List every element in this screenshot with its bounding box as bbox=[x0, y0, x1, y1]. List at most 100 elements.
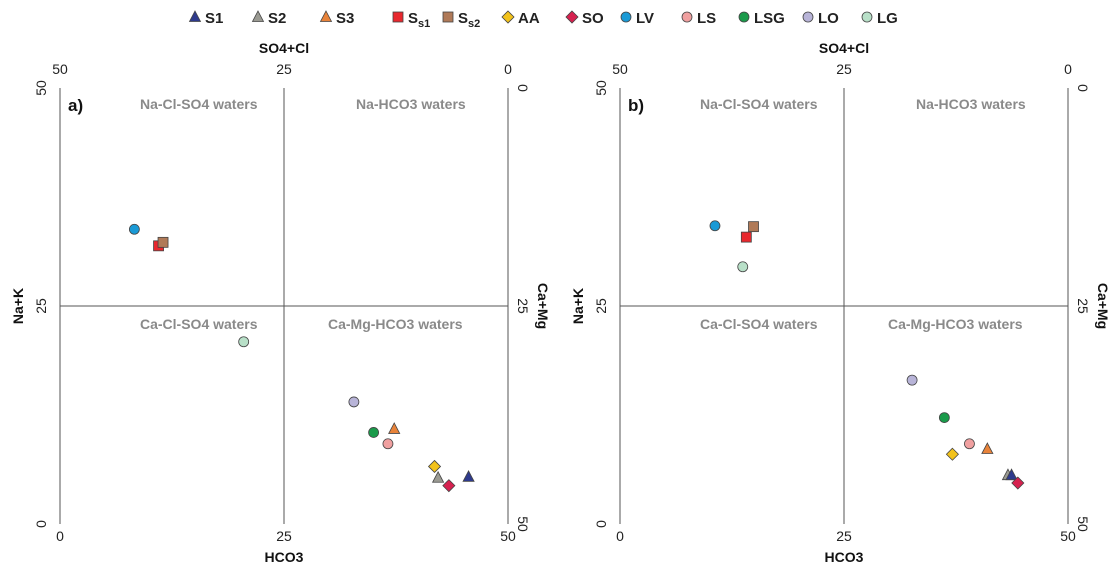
tick-left: 25 bbox=[33, 298, 49, 314]
legend-marker-aa bbox=[501, 10, 515, 24]
legend-item-lg: LG bbox=[861, 10, 898, 27]
axis-title-right: Ca+Mg bbox=[535, 283, 551, 329]
legend-label: LV bbox=[636, 10, 654, 27]
axis-title-bottom: HCO3 bbox=[265, 549, 304, 565]
quadrant-label-bottom-left: Ca-Cl-SO4 waters bbox=[700, 316, 818, 332]
legend-label: Ss1 bbox=[408, 10, 430, 30]
tick-bottom: 0 bbox=[616, 528, 624, 544]
legend-marker-ls bbox=[681, 11, 693, 23]
legend: S1 S2 S3 Ss1 Ss2 AA SO LV LS LSG LO LG bbox=[188, 10, 898, 30]
data-point-so bbox=[442, 479, 456, 493]
legend-label: LS bbox=[697, 10, 716, 27]
axis-title-top: SO4+Cl bbox=[259, 40, 309, 56]
panel-label: a) bbox=[68, 96, 83, 115]
data-points bbox=[128, 223, 475, 493]
legend-item-so: SO bbox=[565, 10, 604, 27]
legend-marker-so bbox=[565, 10, 579, 24]
legend-label: LSG bbox=[754, 10, 785, 27]
data-point-s3 bbox=[388, 422, 401, 434]
tick-top: 25 bbox=[276, 61, 292, 77]
legend-marker-ss1 bbox=[392, 11, 404, 23]
legend-marker-lsg bbox=[738, 11, 750, 23]
tick-top: 50 bbox=[612, 61, 628, 77]
data-point-ss1 bbox=[740, 231, 752, 243]
tick-left: 0 bbox=[593, 520, 609, 528]
legend-marker-s2 bbox=[251, 10, 265, 22]
tick-top: 25 bbox=[836, 61, 852, 77]
data-point-aa bbox=[945, 447, 959, 461]
quadrant-label-bottom-left: Ca-Cl-SO4 waters bbox=[140, 316, 258, 332]
data-point-ss2 bbox=[157, 236, 169, 248]
legend-marker-lg bbox=[861, 11, 873, 23]
legend-marker-s1 bbox=[188, 10, 202, 22]
data-point-lv bbox=[128, 223, 140, 235]
tick-right: 50 bbox=[1075, 516, 1091, 532]
quadrant-label-bottom-right: Ca-Mg-HCO3 waters bbox=[328, 316, 463, 332]
axis-title-right: Ca+Mg bbox=[1095, 283, 1111, 329]
tick-top: 0 bbox=[504, 61, 512, 77]
panel-label: b) bbox=[628, 96, 644, 115]
tick-right: 0 bbox=[515, 84, 531, 92]
quadrant-label-top-left: Na-Cl-SO4 waters bbox=[140, 96, 258, 112]
data-point-lg bbox=[737, 261, 749, 273]
data-point-lo bbox=[906, 374, 918, 386]
data-point-lv bbox=[709, 220, 721, 232]
tick-right: 50 bbox=[515, 516, 531, 532]
data-point-ls bbox=[964, 438, 975, 450]
data-points bbox=[709, 220, 1025, 490]
legend-label: S1 bbox=[205, 10, 223, 27]
tick-bottom: 25 bbox=[276, 528, 292, 544]
legend-item-ss1: Ss1 bbox=[392, 10, 430, 30]
data-point-lsg bbox=[938, 412, 950, 424]
legend-label: S2 bbox=[268, 10, 286, 27]
data-point-s1 bbox=[462, 470, 475, 482]
legend-label: Ss2 bbox=[458, 10, 480, 30]
legend-marker-s3 bbox=[319, 10, 333, 22]
data-point-lg bbox=[238, 336, 250, 348]
tick-top: 50 bbox=[52, 61, 68, 77]
legend-label: LG bbox=[877, 10, 898, 27]
data-point-lo bbox=[348, 396, 360, 408]
tick-bottom: 50 bbox=[1060, 528, 1076, 544]
legend-item-lv: LV bbox=[620, 10, 654, 27]
quadrant-label-top-right: Na-HCO3 waters bbox=[356, 96, 466, 112]
data-point-s2 bbox=[431, 470, 445, 483]
legend-item-s1: S1 bbox=[188, 10, 223, 27]
axis-title-top: SO4+Cl bbox=[819, 40, 869, 56]
data-point-so bbox=[1011, 476, 1025, 490]
tick-left: 0 bbox=[33, 520, 49, 528]
legend-item-lsg: LSG bbox=[738, 10, 785, 27]
axis-title-bottom: HCO3 bbox=[825, 549, 864, 565]
legend-label: S3 bbox=[336, 10, 354, 27]
legend-item-s3: S3 bbox=[319, 10, 354, 27]
tick-right: 0 bbox=[1075, 84, 1091, 92]
data-point-s1 bbox=[1005, 468, 1018, 481]
tick-bottom: 50 bbox=[500, 528, 516, 544]
legend-item-lo: LO bbox=[802, 10, 839, 27]
legend-marker-ss2 bbox=[442, 11, 454, 23]
legend-label: AA bbox=[518, 10, 540, 27]
quadrant-label-top-left: Na-Cl-SO4 waters bbox=[700, 96, 818, 112]
legend-label: SO bbox=[582, 10, 604, 27]
legend-item-aa: AA bbox=[501, 10, 540, 27]
quadrant-label-bottom-right: Ca-Mg-HCO3 waters bbox=[888, 316, 1023, 332]
data-point-ls bbox=[382, 438, 394, 450]
tick-right: 25 bbox=[515, 298, 531, 314]
tick-left: 50 bbox=[593, 80, 609, 96]
legend-item-ss2: Ss2 bbox=[442, 10, 480, 30]
legend-item-s2: S2 bbox=[251, 10, 286, 27]
tick-top: 0 bbox=[1064, 61, 1072, 77]
tick-bottom: 0 bbox=[56, 528, 64, 544]
legend-label: LO bbox=[818, 10, 839, 27]
data-point-lsg bbox=[368, 427, 380, 438]
tick-bottom: 25 bbox=[836, 528, 852, 544]
quadrant-label-top-right: Na-HCO3 waters bbox=[916, 96, 1026, 112]
tick-left: 50 bbox=[33, 80, 49, 96]
legend-marker-lv bbox=[620, 11, 632, 23]
legend-marker-lo bbox=[802, 11, 814, 23]
data-point-s3 bbox=[981, 442, 994, 454]
data-point-ss2 bbox=[748, 221, 759, 233]
